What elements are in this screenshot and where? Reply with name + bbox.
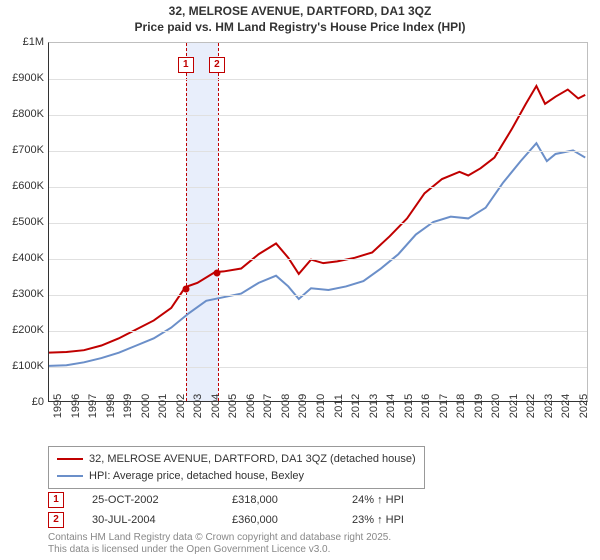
x-tick-label: 2015 [403,394,415,418]
legend: 32, MELROSE AVENUE, DARTFORD, DA1 3QZ (d… [48,446,425,489]
y-tick-label: £400K [2,252,44,264]
legend-swatch [57,475,83,477]
x-tick-label: 1997 [87,394,99,418]
sale-date: 30-JUL-2004 [92,514,232,526]
y-tick-label: £300K [2,288,44,300]
legend-item: HPI: Average price, detached house, Bexl… [57,468,416,485]
sale-marker-box: 2 [209,57,225,73]
x-tick-label: 1996 [70,394,82,418]
x-tick-label: 2013 [368,394,380,418]
sales-table: 1 25-OCT-2002£318,00024% ↑ HPI 2 30-JUL-200… [48,490,472,530]
x-tick-label: 2023 [543,394,555,418]
sale-row-marker: 1 [48,492,64,508]
sale-row-marker: 2 [48,512,64,528]
x-tick-label: 2021 [508,394,520,418]
x-tick-label: 2024 [560,394,572,418]
x-tick-label: 2004 [210,394,222,418]
sale-delta: 24% ↑ HPI [352,494,472,506]
x-tick-label: 1999 [122,394,134,418]
y-tick-label: £500K [2,216,44,228]
footnote-line2: This data is licensed under the Open Gov… [48,544,391,556]
x-tick-label: 2001 [157,394,169,418]
y-tick-label: £600K [2,180,44,192]
chart-container: 32, MELROSE AVENUE, DARTFORD, DA1 3QZ Pr… [0,0,600,560]
sale-date: 25-OCT-2002 [92,494,232,506]
x-tick-label: 2006 [245,394,257,418]
x-tick-label: 2018 [455,394,467,418]
x-tick-label: 2009 [297,394,309,418]
x-tick-label: 2016 [420,394,432,418]
x-tick-label: 2002 [175,394,187,418]
x-tick-label: 2025 [578,394,590,418]
sale-marker-box: 1 [178,57,194,73]
title-subtitle: Price paid vs. HM Land Registry's House … [0,20,600,36]
chart-svg [49,43,587,401]
x-tick-label: 2014 [385,394,397,418]
legend-swatch [57,458,83,460]
x-tick-label: 1995 [52,394,64,418]
x-tick-label: 2007 [262,394,274,418]
series-line [49,86,585,353]
x-tick-label: 2000 [140,394,152,418]
title-block: 32, MELROSE AVENUE, DARTFORD, DA1 3QZ Pr… [0,0,600,37]
plot-area: 12 [48,42,588,402]
legend-label: HPI: Average price, detached house, Bexl… [89,468,304,485]
footnote-line1: Contains HM Land Registry data © Crown c… [48,532,391,544]
x-tick-label: 2017 [438,394,450,418]
y-tick-label: £700K [2,144,44,156]
sale-delta: 23% ↑ HPI [352,514,472,526]
legend-item: 32, MELROSE AVENUE, DARTFORD, DA1 3QZ (d… [57,451,416,468]
x-tick-label: 2020 [490,394,502,418]
sale-point-dot [182,285,189,292]
sale-row: 2 30-JUL-2004£360,00023% ↑ HPI [48,510,472,530]
x-tick-label: 2022 [525,394,537,418]
y-tick-label: £100K [2,360,44,372]
footnote: Contains HM Land Registry data © Crown c… [48,532,391,556]
x-tick-label: 2005 [227,394,239,418]
y-tick-label: £0 [2,396,44,408]
x-tick-label: 2012 [350,394,362,418]
sale-price: £318,000 [232,494,352,506]
sale-row: 1 25-OCT-2002£318,00024% ↑ HPI [48,490,472,510]
y-tick-label: £1M [2,36,44,48]
sale-price: £360,000 [232,514,352,526]
y-tick-label: £900K [2,72,44,84]
y-tick-label: £200K [2,324,44,336]
x-tick-label: 2003 [192,394,204,418]
x-tick-label: 2019 [473,394,485,418]
legend-label: 32, MELROSE AVENUE, DARTFORD, DA1 3QZ (d… [89,451,416,468]
title-address: 32, MELROSE AVENUE, DARTFORD, DA1 3QZ [0,4,600,20]
x-tick-label: 1998 [105,394,117,418]
x-tick-label: 2008 [280,394,292,418]
sale-point-dot [213,270,220,277]
x-tick-label: 2010 [315,394,327,418]
y-tick-label: £800K [2,108,44,120]
x-tick-label: 2011 [333,394,345,418]
